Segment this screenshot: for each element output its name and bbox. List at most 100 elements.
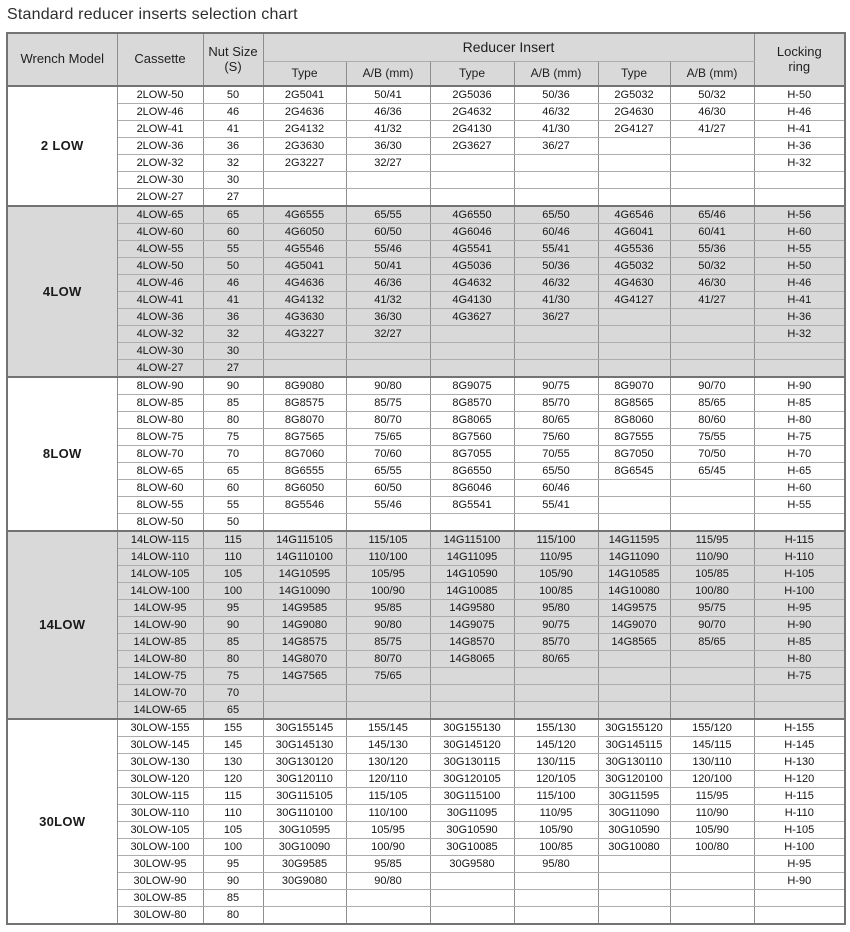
- cassette-cell: 30LOW-130: [116, 753, 204, 771]
- locking-ring-cell: [753, 188, 846, 207]
- ab-cell: 145/130: [345, 736, 431, 754]
- cassette-cell: 14LOW-80: [116, 650, 204, 668]
- nut-size-cell: 60: [202, 223, 264, 241]
- type-cell: 30G10080: [597, 838, 671, 856]
- table-row: 2LOW-36 36 2G3630 36/30 2G3627 36/27 H-36: [7, 137, 846, 155]
- ab-cell: [513, 872, 599, 890]
- table-row: 30LOW-85 85: [7, 889, 846, 907]
- ab-cell: 120/105: [513, 770, 599, 788]
- type-cell: 8G9075: [429, 376, 515, 395]
- type-cell: 8G8060: [597, 411, 671, 429]
- col-header-cassette: Cassette: [116, 32, 204, 87]
- ab-cell: 36/27: [513, 308, 599, 326]
- type-cell: [597, 701, 671, 720]
- nut-size-cell: 85: [202, 394, 264, 412]
- locking-ring-cell: H-90: [753, 872, 846, 890]
- locking-ring-cell: H-90: [753, 616, 846, 634]
- cassette-cell: 8LOW-50: [116, 513, 204, 532]
- table-row: 2LOW-30 30: [7, 171, 846, 189]
- type-cell: 4G4132: [262, 291, 347, 309]
- nut-size-line2: (S): [224, 58, 242, 74]
- type-cell: 14G115105: [262, 530, 347, 549]
- ab-cell: 145/115: [669, 736, 755, 754]
- ab-cell: 85/70: [513, 633, 599, 651]
- ab-cell: 41/32: [345, 291, 431, 309]
- cassette-cell: 2LOW-41: [116, 120, 204, 138]
- ab-cell: [345, 684, 431, 702]
- nut-size-cell: 130: [202, 753, 264, 771]
- nut-size-cell: 110: [202, 804, 264, 822]
- locking-ring-cell: H-55: [753, 496, 846, 514]
- table-row: 8LOW-80 80 8G8070 80/70 8G8065 80/65 8G8060 80/…: [7, 411, 846, 429]
- table-row: 30LOW-145 145 30G145130 145/130 30G145120 145…: [7, 736, 846, 754]
- type-cell: [429, 667, 515, 685]
- type-cell: 4G6046: [429, 223, 515, 241]
- ab-cell: 115/100: [513, 787, 599, 805]
- locking-ring-cell: H-70: [753, 445, 846, 463]
- nut-size-cell: 80: [202, 906, 264, 925]
- ab-cell: 90/80: [345, 872, 431, 890]
- nut-size-cell: 50: [202, 85, 264, 104]
- table-row: 14LOW-100 100 14G10090 100/90 14G10085 100/85…: [7, 582, 846, 600]
- type-cell: [429, 513, 515, 532]
- ab-cell: 36/27: [513, 137, 599, 155]
- ab-cell: 41/30: [513, 291, 599, 309]
- ab-cell: 155/145: [345, 718, 431, 737]
- type-cell: 2G3227: [262, 154, 347, 172]
- ab-cell: 105/95: [345, 565, 431, 583]
- ab-cell: 110/95: [513, 804, 599, 822]
- type-cell: 30G145130: [262, 736, 347, 754]
- ab-cell: [669, 701, 755, 720]
- ab-cell: 110/100: [345, 548, 431, 566]
- type-cell: 14G115100: [429, 530, 515, 549]
- nut-size-cell: 100: [202, 838, 264, 856]
- type-cell: 4G4130: [429, 291, 515, 309]
- type-cell: 2G3630: [262, 137, 347, 155]
- type-cell: 2G4127: [597, 120, 671, 138]
- nut-size-line1: Nut Size: [208, 43, 258, 59]
- ab-cell: 105/90: [669, 821, 755, 839]
- type-cell: 30G145115: [597, 736, 671, 754]
- ab-cell: 65/55: [345, 205, 431, 224]
- ab-cell: 65/45: [669, 462, 755, 480]
- cassette-cell: 14LOW-110: [116, 548, 204, 566]
- type-cell: 4G6546: [597, 205, 671, 224]
- cassette-cell: 30LOW-120: [116, 770, 204, 788]
- ab-cell: [513, 342, 599, 360]
- col-header-wrench-model: Wrench Model: [6, 32, 118, 87]
- type-cell: 4G4127: [597, 291, 671, 309]
- ab-cell: 95/80: [513, 599, 599, 617]
- col-subheader-ab-2: A/B (mm): [513, 61, 599, 87]
- type-cell: 14G9585: [262, 599, 347, 617]
- type-cell: 4G5541: [429, 240, 515, 258]
- type-cell: 30G10590: [429, 821, 515, 839]
- ab-cell: 130/120: [345, 753, 431, 771]
- ab-cell: 50/36: [513, 257, 599, 275]
- table-row: 14LOW-85 85 14G8575 85/75 14G8570 85/70 14G856…: [7, 633, 846, 651]
- type-cell: 8G8575: [262, 394, 347, 412]
- type-cell: 4G3227: [262, 325, 347, 343]
- locking-ring-cell: H-55: [753, 240, 846, 258]
- type-cell: [262, 513, 347, 532]
- ab-cell: 70/60: [345, 445, 431, 463]
- ab-cell: 90/80: [345, 616, 431, 634]
- ab-cell: 100/85: [513, 838, 599, 856]
- nut-size-cell: 145: [202, 736, 264, 754]
- ab-cell: [345, 906, 431, 925]
- ab-cell: [669, 171, 755, 189]
- ab-cell: 95/75: [669, 599, 755, 617]
- ab-cell: [669, 872, 755, 890]
- type-cell: 2G5041: [262, 85, 347, 104]
- table-row: 2LOW-27 27: [7, 188, 846, 207]
- type-cell: 30G110100: [262, 804, 347, 822]
- type-cell: 14G10590: [429, 565, 515, 583]
- type-cell: 8G7560: [429, 428, 515, 446]
- nut-size-cell: 105: [202, 565, 264, 583]
- locking-ring-cell: H-46: [753, 274, 846, 292]
- type-cell: 8G7055: [429, 445, 515, 463]
- ab-cell: [669, 667, 755, 685]
- ab-cell: [345, 359, 431, 378]
- ab-cell: 105/90: [513, 565, 599, 583]
- locking-ring-cell: H-85: [753, 394, 846, 412]
- type-cell: [597, 650, 671, 668]
